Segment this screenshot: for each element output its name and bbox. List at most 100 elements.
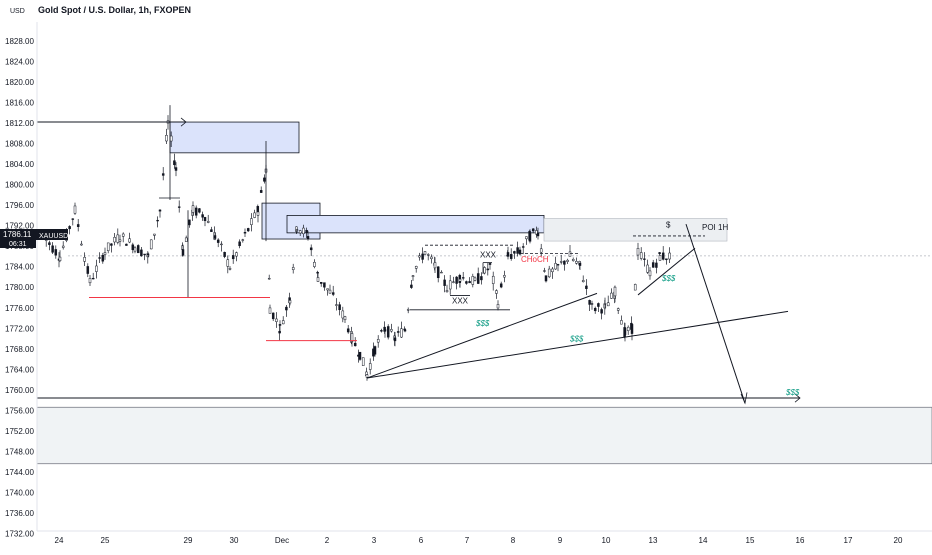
projection-line (685, 223, 746, 404)
x-tick-label: 24 (55, 536, 64, 545)
liquidity-label-4: $$$ (785, 388, 800, 397)
candle-body (396, 331, 400, 333)
candle-body (285, 306, 288, 311)
candle-body (181, 249, 185, 256)
candle-body (206, 221, 210, 223)
candle-body (445, 290, 449, 293)
last-price-value: 1786.11 (3, 230, 32, 239)
candle-body (250, 218, 253, 225)
arrow-head (794, 393, 801, 403)
candle-body (316, 271, 319, 274)
supply-zone-1 (169, 121, 300, 154)
x-tick-label: 20 (894, 536, 903, 545)
x-tick-label: 13 (649, 536, 658, 545)
candle-body (131, 244, 135, 251)
candle-body (571, 259, 575, 261)
candle-body (606, 302, 610, 307)
candle-body (495, 290, 498, 294)
candle-body (210, 229, 213, 232)
trend-line-2 (366, 310, 789, 379)
candle-body (153, 233, 156, 236)
candle-body (88, 278, 92, 284)
y-tick-label: 1776.00 (5, 304, 34, 313)
candle-body (201, 214, 204, 218)
candle-body (143, 253, 146, 256)
candle-body (465, 281, 468, 284)
candle-body (383, 326, 386, 332)
candle-body (536, 233, 540, 237)
candle-body (118, 239, 122, 242)
x-tick-label: 30 (230, 536, 239, 545)
candle-body (241, 239, 245, 241)
candle-body (368, 363, 372, 370)
candle-body (259, 190, 263, 193)
currency-label: USD (10, 8, 25, 15)
x-tick-label: 3 (372, 536, 377, 545)
candle-body (403, 329, 407, 332)
candle-body (518, 249, 522, 255)
candle-body (116, 234, 120, 243)
candle-body (291, 267, 295, 270)
candle-body (525, 236, 528, 240)
candle-body (231, 255, 235, 260)
time-axis[interactable]: 24 25 29 30 Dec 2 3 6 7 8 9 10 13 14 15 16 17 20 (37, 530, 932, 545)
candle-body (110, 243, 113, 246)
liquidity-label-1: $$$ (475, 319, 490, 328)
candle-body (346, 328, 350, 333)
candle-body (184, 237, 188, 242)
demand-zone (36, 406, 932, 465)
candle-body (343, 316, 347, 321)
candle-body (319, 281, 323, 284)
candle-body (400, 328, 403, 338)
y-tick-label: 1732.00 (5, 529, 34, 538)
arrow-head (740, 392, 748, 405)
price-axis[interactable]: 1828.00 1824.00 1820.00 1816.00 1812.00 1808.… (5, 22, 38, 538)
candle-body (268, 307, 272, 314)
candle-body (547, 268, 551, 278)
x-tick-label: 16 (796, 536, 805, 545)
y-tick-label: 1764.00 (5, 365, 34, 374)
candle-body (452, 281, 455, 283)
candle-body (506, 252, 510, 257)
candle-body (358, 351, 362, 360)
candle-body (559, 261, 563, 263)
candle-body (499, 283, 503, 288)
candle-body (95, 265, 98, 272)
candle-body (406, 309, 410, 311)
candle-body (128, 238, 131, 243)
y-tick-label: 1796.00 (5, 201, 34, 210)
candle-body (668, 252, 671, 260)
candle-body (191, 205, 195, 213)
annotations: POI 1H $ XXX XXX CHoCH $$$ $$$ $$$ $$$ (452, 221, 800, 397)
candle-body (316, 277, 320, 282)
x-tick-label: 7 (465, 536, 470, 545)
candle-body (543, 270, 546, 272)
candle-body (323, 282, 326, 288)
candle-body (68, 226, 71, 230)
candle-body (302, 227, 305, 235)
y-tick-label: 1820.00 (5, 78, 34, 87)
candle-body (539, 248, 543, 253)
candle-body (386, 326, 390, 338)
symbol-value: XAUUSD (39, 233, 68, 240)
candle-body (158, 209, 162, 212)
candle-body (174, 167, 178, 171)
candle-body (597, 303, 600, 307)
y-tick-label: 1780.00 (5, 283, 34, 292)
candle-body (246, 228, 250, 232)
candle-body (443, 279, 446, 286)
candle-body (563, 260, 566, 265)
y-tick-label: 1744.00 (5, 468, 34, 477)
arrow-head (180, 117, 187, 127)
candle-body (488, 263, 492, 265)
candle-body (380, 330, 383, 332)
candle-body (223, 251, 226, 257)
candle-body (173, 160, 176, 166)
candle-body (226, 259, 230, 267)
candle-body (295, 226, 298, 232)
candle-body (603, 303, 607, 305)
candle-body (473, 277, 477, 281)
candle-body (421, 253, 424, 260)
candle-body (568, 251, 572, 257)
